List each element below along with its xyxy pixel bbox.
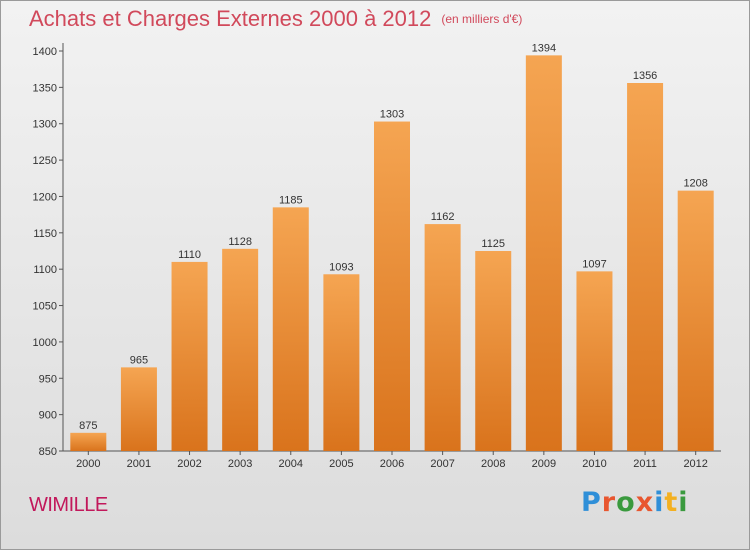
bar [475, 251, 512, 451]
bar [424, 224, 461, 451]
chart-title: Achats et Charges Externes 2000 à 2012 (e… [29, 6, 522, 32]
y-tick-label: 1200 [33, 191, 57, 203]
bar-value-label: 1185 [279, 194, 303, 206]
x-tick-label: 2005 [329, 458, 353, 470]
bar-value-label: 965 [130, 354, 148, 366]
chart-title-text: Achats et Charges Externes 2000 à 2012 [29, 6, 432, 31]
y-tick-label: 1300 [33, 119, 57, 131]
logo-letter: i [654, 487, 665, 518]
y-tick-label: 1050 [33, 301, 57, 313]
x-tick-label: 2010 [582, 458, 606, 470]
x-tick-label: 2012 [683, 458, 707, 470]
x-tick-label: 2000 [76, 458, 100, 470]
bar [120, 367, 157, 451]
bar-value-label: 1303 [380, 109, 404, 121]
axes: 850 900 950 1000 1050 1100 1150 1200 1250 1300 135… [33, 43, 721, 470]
bar [627, 83, 664, 451]
y-tick-label: 1100 [33, 264, 57, 276]
bar [70, 432, 107, 451]
x-tick-label: 2004 [279, 458, 303, 470]
bar-value-label: 1110 [178, 249, 201, 261]
bar-value-label: 1208 [683, 178, 707, 190]
y-tick-label: 1400 [33, 46, 57, 58]
bar [272, 207, 309, 451]
bar-value-label: 1128 [228, 236, 252, 248]
bar [374, 121, 410, 451]
logo-letter: t [664, 487, 679, 518]
y-tick-label: 950 [39, 373, 57, 385]
data-labels: 875 965 1110 1128 1185 1093 1303 1162 1125 1394 10… [79, 42, 708, 431]
logo-letter: o [616, 487, 636, 518]
bar [171, 261, 208, 451]
logo-letter: i [678, 487, 689, 518]
x-tick-label: 2003 [228, 458, 252, 470]
x-tick-label: 2006 [380, 458, 404, 470]
bar [323, 274, 360, 451]
bar [525, 55, 562, 451]
bar [677, 190, 714, 452]
logo-letter: x [635, 487, 655, 518]
y-tick-label: 850 [39, 446, 57, 458]
bar [576, 271, 613, 451]
y-tick-label: 1350 [33, 82, 57, 94]
bar [222, 248, 259, 451]
chart-subtitle: (en milliers d'€) [441, 12, 523, 26]
y-tick-label: 1150 [33, 228, 57, 240]
bar-value-label: 1125 [481, 238, 505, 250]
x-tick-label: 2009 [532, 458, 556, 470]
y-tick-label: 1250 [33, 155, 57, 167]
bar-value-label: 1097 [582, 258, 606, 270]
x-tick-label: 2008 [481, 458, 505, 470]
x-tick-label: 2007 [430, 458, 454, 470]
bar-value-label: 1162 [431, 211, 455, 223]
bar-value-label: 875 [79, 420, 97, 432]
bar-value-label: 1093 [329, 261, 353, 273]
logo-letter: r [601, 487, 617, 518]
proxiti-logo[interactable]: Proxiti [581, 487, 689, 518]
bars [70, 55, 714, 452]
y-tick-label: 900 [39, 410, 57, 422]
bar-value-label: 1356 [633, 70, 657, 82]
y-tick-label: 1000 [33, 337, 57, 349]
bar-value-label: 1394 [532, 42, 556, 54]
x-tick-label: 2011 [633, 458, 657, 470]
logo-letter: P [581, 487, 602, 518]
x-tick-label: 2001 [127, 458, 151, 470]
commune-name: WIMILLE [29, 494, 108, 516]
x-tick-label: 2002 [177, 458, 201, 470]
